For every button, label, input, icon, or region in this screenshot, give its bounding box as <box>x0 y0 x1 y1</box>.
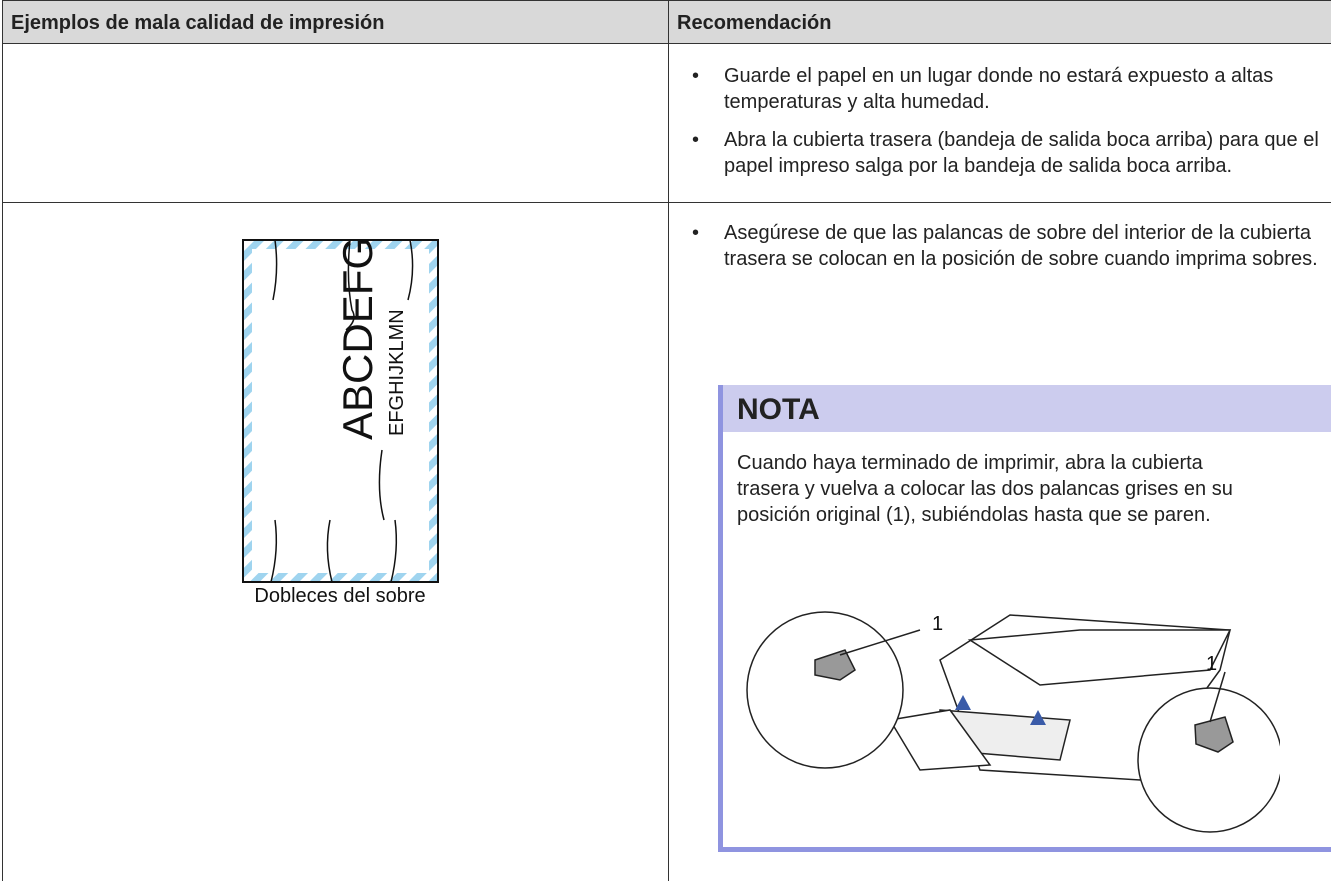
note-text: Cuando haya terminado de imprimir, abra … <box>737 452 1233 526</box>
sample-text: EFGHIJKLMN <box>386 309 408 436</box>
bullet: Asegúrese de que las palancas de sobre d… <box>692 220 1322 272</box>
printer-illustration: 1 1 <box>746 611 1280 833</box>
recommendation-list: Asegúrese de que las palancas de sobre d… <box>692 220 1322 284</box>
recommendation-list: Guarde el papel en un lugar donde no est… <box>692 63 1322 191</box>
border <box>668 0 669 881</box>
callout: 1 <box>932 613 943 635</box>
table-header: Recomendación <box>668 0 1331 44</box>
border <box>2 202 1331 203</box>
note-border <box>718 847 1331 852</box>
sample-text: ABCDEFG <box>334 237 381 440</box>
note-title: NOTA <box>723 385 1331 432</box>
envelope-illustration: ABCDEFG EFGHIJKLMN Dobleces del sobre <box>242 237 439 607</box>
bullet: Guarde el papel en un lugar donde no est… <box>692 63 1322 115</box>
caption: Dobleces del sobre <box>254 585 425 607</box>
border <box>2 0 3 881</box>
table-header: Ejemplos de mala calidad de impresión <box>2 0 669 44</box>
note: NOTA Cuando haya terminado de imprimir, … <box>718 385 1331 851</box>
bullet: Abra la cubierta trasera (bandeja de sal… <box>692 127 1322 179</box>
callout: 1 <box>1206 653 1217 675</box>
